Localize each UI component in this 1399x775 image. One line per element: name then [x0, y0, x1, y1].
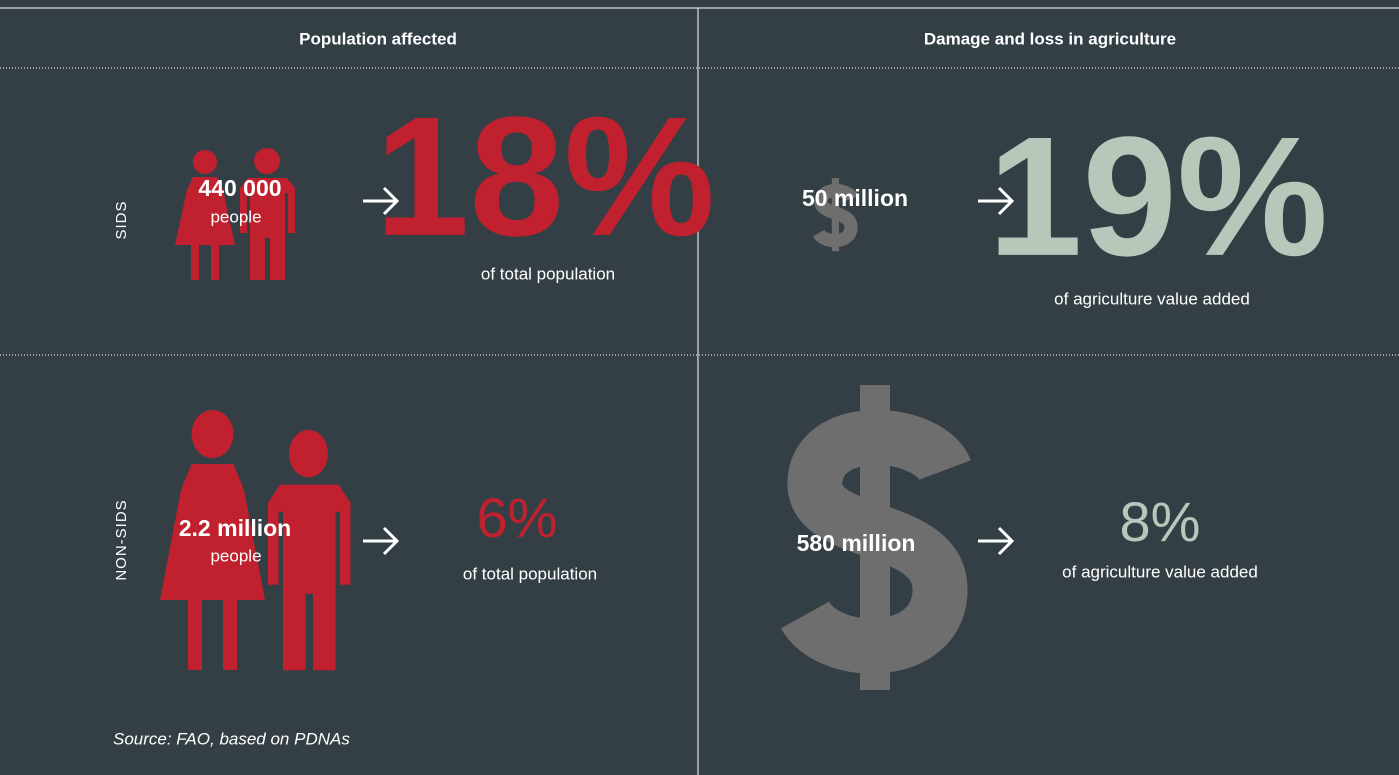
- population-share: 18%: [375, 82, 715, 272]
- arrow: [363, 186, 400, 216]
- people-unit: people: [210, 207, 261, 226]
- arrow: [363, 526, 400, 556]
- row-label: SIDS: [113, 200, 130, 239]
- column-header: Population affected: [299, 29, 457, 48]
- damage-amount: 580 million: [797, 530, 916, 556]
- source-note: Source: FAO, based on PDNAs: [113, 729, 350, 748]
- share-label: of total population: [481, 264, 615, 283]
- damage-amount: 50 million: [802, 185, 908, 211]
- row-label: NON-SIDS: [113, 499, 130, 580]
- man-icon: [268, 430, 351, 671]
- share-label: of agriculture value added: [1062, 562, 1258, 581]
- people-count: 440 000: [198, 175, 281, 201]
- people-unit: people: [210, 546, 261, 565]
- column-header: Damage and loss in agriculture: [924, 29, 1176, 48]
- arrow: [978, 526, 1015, 556]
- arrow: [978, 186, 1015, 216]
- share-label: of total population: [463, 564, 597, 583]
- damage-share: 8%: [1120, 490, 1201, 553]
- damage-share: 19%: [988, 102, 1328, 292]
- population-share: 6%: [477, 486, 558, 549]
- people-count: 2.2 million: [179, 515, 291, 541]
- share-label: of agriculture value added: [1054, 289, 1250, 308]
